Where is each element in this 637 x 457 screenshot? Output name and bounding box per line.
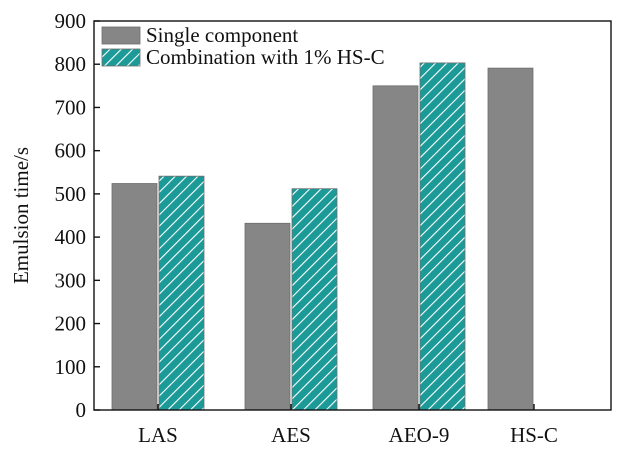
bar-combination-aeo-9: [419, 62, 466, 411]
y-tick-label: 300: [55, 268, 87, 292]
y-tick-label: 700: [55, 95, 87, 119]
bar-single-hs-c: [487, 67, 534, 411]
y-tick-label: 600: [55, 139, 87, 163]
x-tick-label: LAS: [138, 423, 178, 447]
legend-label-single: Single component: [146, 23, 298, 47]
y-tick-label: 200: [55, 312, 87, 336]
bars-group: [111, 62, 534, 411]
x-tick-label: HS-C: [510, 423, 558, 447]
x-tick-label: AES: [271, 423, 311, 447]
bar-combination-aes: [291, 188, 338, 411]
y-tick-label: 100: [55, 355, 87, 379]
bar-combination-las: [158, 175, 205, 411]
y-tick-label: 500: [55, 182, 87, 206]
y-tick-label: 400: [55, 225, 87, 249]
legend-swatch-single: [101, 26, 141, 45]
y-axis-title: Emulsion time/s: [9, 147, 33, 284]
x-axis: LAS AES AEO-9 HS-C: [138, 404, 558, 447]
bar-single-aeo-9: [372, 85, 419, 411]
legend-swatch-combination: [101, 48, 141, 67]
y-tick-label: 900: [55, 9, 87, 33]
y-axis: 0 100 200 300 400 500 600 700 800 900: [55, 9, 100, 422]
bar-single-las: [111, 183, 158, 411]
bar-single-aes: [244, 222, 291, 411]
legend-label-combination: Combination with 1% HS-C: [146, 45, 385, 69]
y-tick-label: 0: [76, 398, 87, 422]
plot-frame: [93, 20, 612, 411]
y-tick-label: 800: [55, 52, 87, 76]
x-tick-label: AEO-9: [389, 423, 450, 447]
